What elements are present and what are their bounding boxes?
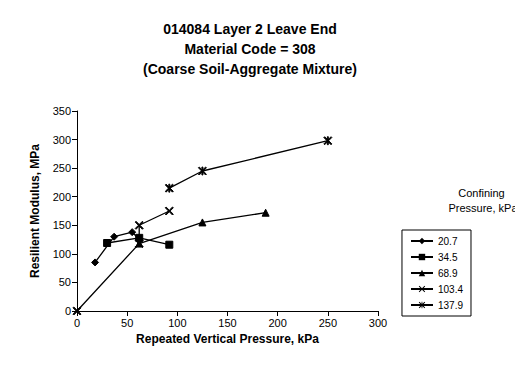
svg-text:Pressure, kPa: Pressure, kPa	[448, 202, 515, 214]
svg-text:100: 100	[168, 317, 186, 329]
svg-text:Repeated Vertical Pressure, kP: Repeated Vertical Pressure, kPa	[136, 332, 319, 346]
svg-text:Confining: Confining	[458, 187, 508, 199]
svg-text:50: 50	[121, 317, 133, 329]
svg-text:(Coarse Soil-Aggregate Mixture: (Coarse Soil-Aggregate Mixture)	[143, 61, 357, 77]
svg-text:20.7: 20.7	[438, 236, 458, 247]
svg-text:350: 350	[53, 105, 71, 117]
svg-text:250: 250	[53, 162, 71, 174]
svg-text:200: 200	[268, 317, 286, 329]
svg-text:Material Code = 308: Material Code = 308	[184, 41, 315, 57]
svg-text:150: 150	[53, 219, 71, 231]
svg-text:250: 250	[319, 317, 337, 329]
svg-text:300: 300	[369, 317, 387, 329]
svg-text:0: 0	[65, 305, 71, 317]
svg-text:0: 0	[74, 317, 80, 329]
svg-text:68.9: 68.9	[438, 268, 458, 279]
svg-text:50: 50	[59, 276, 71, 288]
svg-text:34.5: 34.5	[438, 252, 458, 263]
svg-text:300: 300	[53, 134, 71, 146]
svg-text:Resilient Modulus, MPa: Resilient Modulus, MPa	[28, 144, 42, 278]
svg-text:200: 200	[53, 191, 71, 203]
svg-text:150: 150	[218, 317, 236, 329]
svg-text:103.4: 103.4	[438, 284, 463, 295]
svg-text:100: 100	[53, 248, 71, 260]
svg-text:137.9: 137.9	[438, 300, 463, 311]
svg-text:014084 Layer 2 Leave End: 014084 Layer 2 Leave End	[163, 21, 337, 37]
